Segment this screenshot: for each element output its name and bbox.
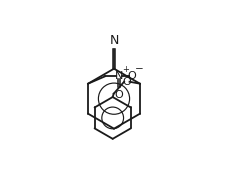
Text: N: N: [109, 34, 118, 47]
Text: O: O: [114, 90, 123, 100]
Text: O: O: [122, 77, 131, 87]
Text: +: +: [121, 65, 128, 74]
Text: N: N: [114, 71, 123, 81]
Text: O: O: [127, 71, 135, 81]
Text: −: −: [134, 64, 143, 74]
